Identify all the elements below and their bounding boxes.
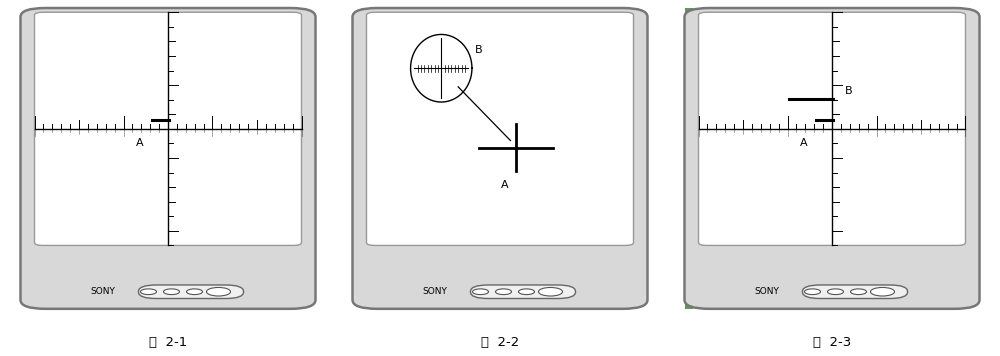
FancyBboxPatch shape (367, 12, 634, 245)
Text: 图  2-1: 图 2-1 (149, 336, 187, 349)
Circle shape (850, 289, 866, 294)
Text: SONY: SONY (422, 287, 447, 296)
FancyBboxPatch shape (138, 285, 244, 298)
Circle shape (496, 289, 512, 294)
Circle shape (207, 287, 231, 296)
Text: B: B (845, 86, 853, 96)
Circle shape (870, 287, 895, 296)
FancyBboxPatch shape (698, 12, 966, 245)
Text: 图  2-3: 图 2-3 (813, 336, 851, 349)
FancyBboxPatch shape (802, 285, 908, 298)
FancyBboxPatch shape (471, 285, 576, 298)
FancyBboxPatch shape (353, 8, 648, 309)
Bar (684, 8, 692, 309)
Text: A: A (800, 138, 808, 148)
Circle shape (519, 289, 535, 294)
Text: A: A (501, 180, 509, 190)
Text: A: A (136, 138, 144, 148)
Text: SONY: SONY (90, 287, 115, 296)
Circle shape (164, 289, 180, 294)
FancyBboxPatch shape (21, 8, 316, 309)
Circle shape (804, 289, 820, 294)
Circle shape (473, 289, 489, 294)
Circle shape (828, 289, 844, 294)
Circle shape (140, 289, 157, 294)
Circle shape (186, 289, 202, 294)
Circle shape (538, 287, 562, 296)
Text: 图  2-2: 图 2-2 (481, 336, 519, 349)
FancyBboxPatch shape (684, 8, 980, 309)
Text: SONY: SONY (754, 287, 779, 296)
FancyBboxPatch shape (35, 12, 302, 245)
Text: B: B (475, 44, 482, 54)
